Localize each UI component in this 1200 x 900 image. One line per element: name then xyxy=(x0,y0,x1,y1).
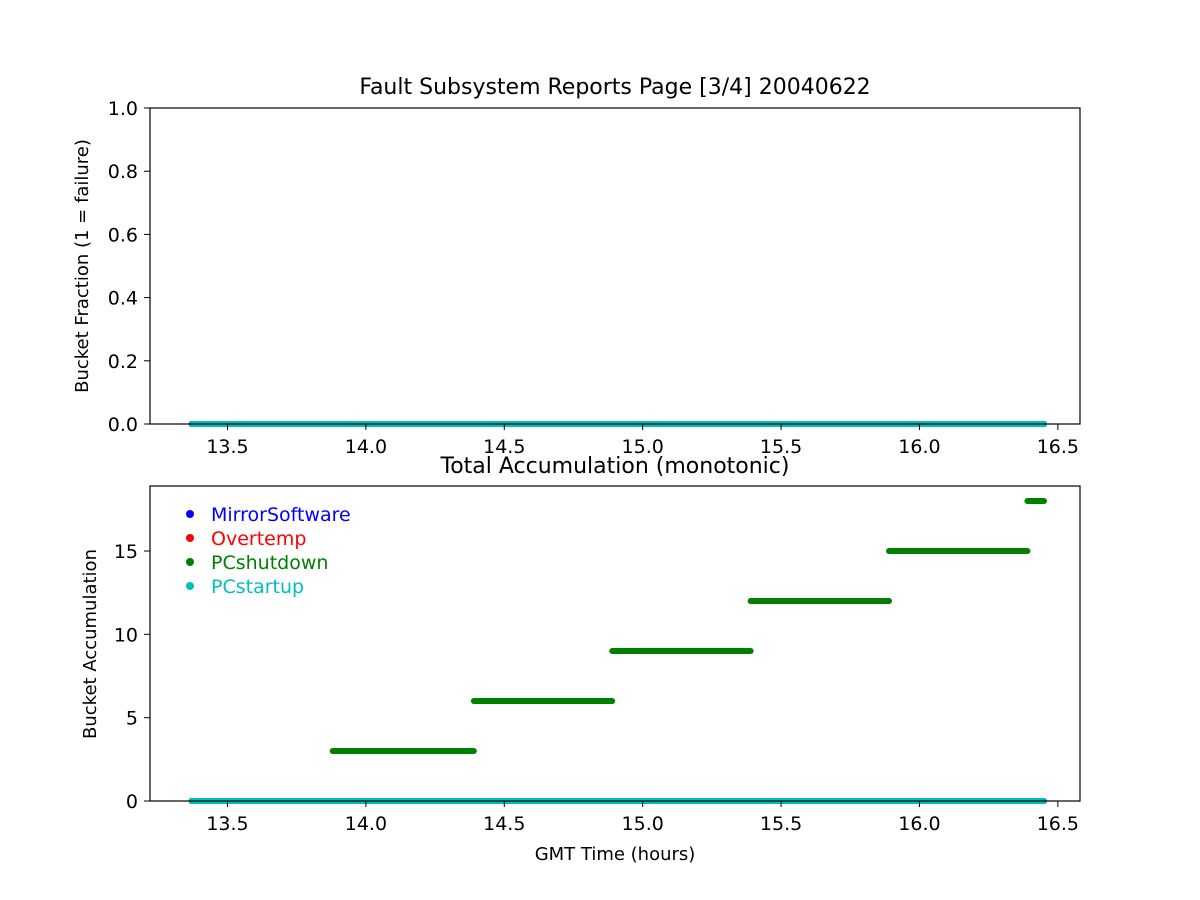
accumulation-y-tick-label-2: 10 xyxy=(114,624,138,646)
accumulation-y-axis-label: Bucket Accumulation xyxy=(80,549,101,739)
legend-label-0: MirrorSoftware xyxy=(211,504,351,526)
fraction-x-tick-label-4: 15.5 xyxy=(760,436,802,458)
fraction-y-ticks: 0.0 0.2 0.4 0.6 0.8 1.0 xyxy=(108,98,150,436)
accumulation-x-ticks: 13.5 14.0 14.5 15.0 15.5 16.0 16.5 xyxy=(206,801,1079,835)
fraction-panel: Fault Subsystem Reports Page [3/4] 20040… xyxy=(72,75,1081,458)
accumulation-x-axis-label: GMT Time (hours) xyxy=(535,844,696,865)
accumulation-x-tick-label-6: 16.5 xyxy=(1037,813,1079,835)
fraction-y-tick-label-1: 0.2 xyxy=(108,351,138,373)
legend-marker-1 xyxy=(186,534,194,542)
fraction-x-tick-label-3: 15.0 xyxy=(622,436,664,458)
accumulation-chart-title: Total Accumulation (monotonic) xyxy=(440,454,790,479)
fraction-x-ticks: 13.5 14.0 14.5 15.0 15.5 16.0 16.5 xyxy=(206,424,1079,458)
fraction-y-tick-label-5: 1.0 xyxy=(108,98,138,120)
legend: MirrorSoftwareOvertempPCshutdownPCstartu… xyxy=(186,504,351,598)
accumulation-x-tick-label-0: 13.5 xyxy=(206,813,248,835)
legend-label-3: PCstartup xyxy=(211,576,304,598)
accumulation-panel: Total Accumulation (monotonic) Bucket Ac… xyxy=(80,454,1081,865)
fraction-y-tick-label-0: 0.0 xyxy=(108,414,138,436)
accumulation-y-ticks: 0 5 10 15 xyxy=(114,541,150,813)
legend-label-2: PCshutdown xyxy=(211,552,328,574)
fraction-y-tick-label-2: 0.4 xyxy=(108,288,138,310)
legend-marker-0 xyxy=(186,510,194,518)
fraction-x-tick-label-1: 14.0 xyxy=(345,436,387,458)
accumulation-axes-frame xyxy=(149,485,1081,802)
fraction-y-tick-label-3: 0.6 xyxy=(108,224,138,246)
legend-marker-3 xyxy=(186,582,194,590)
accumulation-x-tick-label-5: 16.0 xyxy=(898,813,940,835)
accumulation-y-tick-label-0: 0 xyxy=(126,791,138,813)
accumulation-x-tick-label-4: 15.5 xyxy=(760,813,802,835)
fraction-chart-title: Fault Subsystem Reports Page [3/4] 20040… xyxy=(359,75,870,100)
fraction-x-tick-label-5: 16.0 xyxy=(898,436,940,458)
accumulation-y-tick-label-3: 15 xyxy=(114,541,138,563)
accumulation-y-tick-label-1: 5 xyxy=(126,708,138,730)
accumulation-x-tick-label-1: 14.0 xyxy=(345,813,387,835)
legend-label-1: Overtemp xyxy=(211,528,306,550)
accumulation-x-tick-label-3: 15.0 xyxy=(622,813,664,835)
fraction-y-axis-label: Bucket Fraction (1 = failure) xyxy=(72,139,93,393)
accumulation-x-tick-label-2: 14.5 xyxy=(483,813,525,835)
fraction-x-tick-label-0: 13.5 xyxy=(206,436,248,458)
fraction-x-tick-label-2: 14.5 xyxy=(483,436,525,458)
fraction-x-tick-label-6: 16.5 xyxy=(1037,436,1079,458)
fraction-y-tick-label-4: 0.8 xyxy=(108,161,138,183)
fraction-axes-frame xyxy=(149,107,1081,425)
legend-marker-2 xyxy=(186,558,194,566)
